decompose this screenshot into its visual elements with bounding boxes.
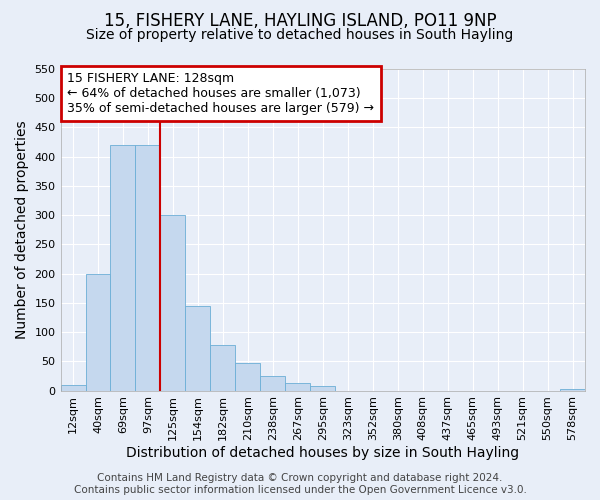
Bar — [260, 376, 286, 390]
Text: Contains HM Land Registry data © Crown copyright and database right 2024.
Contai: Contains HM Land Registry data © Crown c… — [74, 474, 526, 495]
Bar — [61, 384, 86, 390]
Bar — [560, 389, 585, 390]
Text: 15 FISHERY LANE: 128sqm
← 64% of detached houses are smaller (1,073)
35% of semi: 15 FISHERY LANE: 128sqm ← 64% of detache… — [67, 72, 374, 115]
Bar — [86, 274, 110, 390]
Bar — [310, 386, 335, 390]
Bar — [235, 362, 260, 390]
Bar — [286, 383, 310, 390]
Bar — [185, 306, 211, 390]
Y-axis label: Number of detached properties: Number of detached properties — [15, 120, 29, 339]
Bar — [136, 145, 160, 390]
Bar — [160, 215, 185, 390]
Text: Size of property relative to detached houses in South Hayling: Size of property relative to detached ho… — [86, 28, 514, 42]
Bar — [110, 145, 136, 390]
Bar — [211, 345, 235, 391]
Text: 15, FISHERY LANE, HAYLING ISLAND, PO11 9NP: 15, FISHERY LANE, HAYLING ISLAND, PO11 9… — [104, 12, 496, 30]
X-axis label: Distribution of detached houses by size in South Hayling: Distribution of detached houses by size … — [126, 446, 520, 460]
